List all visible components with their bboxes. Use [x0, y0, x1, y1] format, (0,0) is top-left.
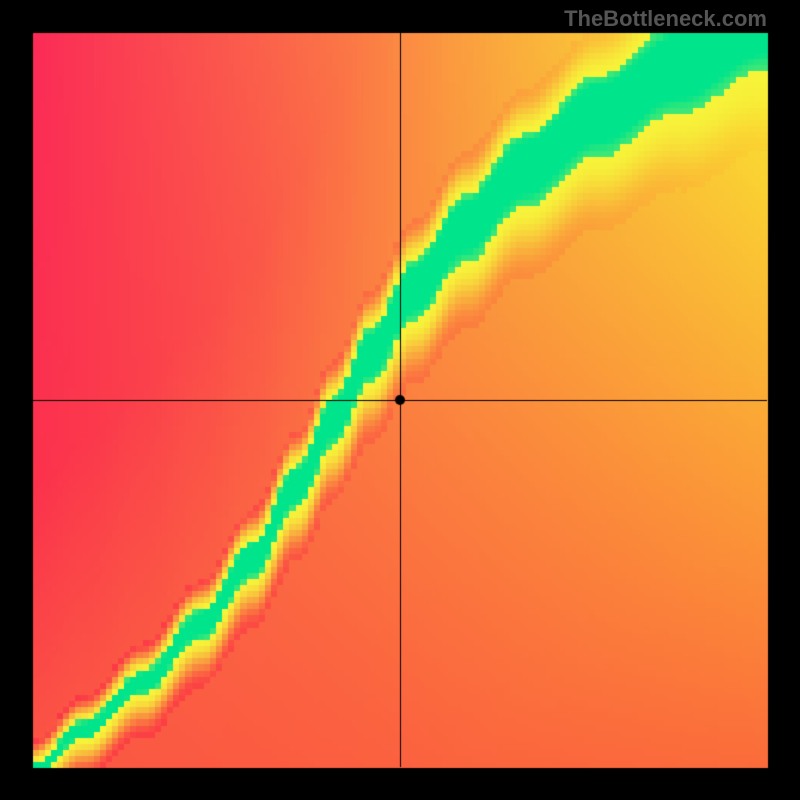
- bottleneck-heatmap: [0, 0, 800, 800]
- watermark-text: TheBottleneck.com: [564, 6, 767, 32]
- chart-container: TheBottleneck.com: [0, 0, 800, 800]
